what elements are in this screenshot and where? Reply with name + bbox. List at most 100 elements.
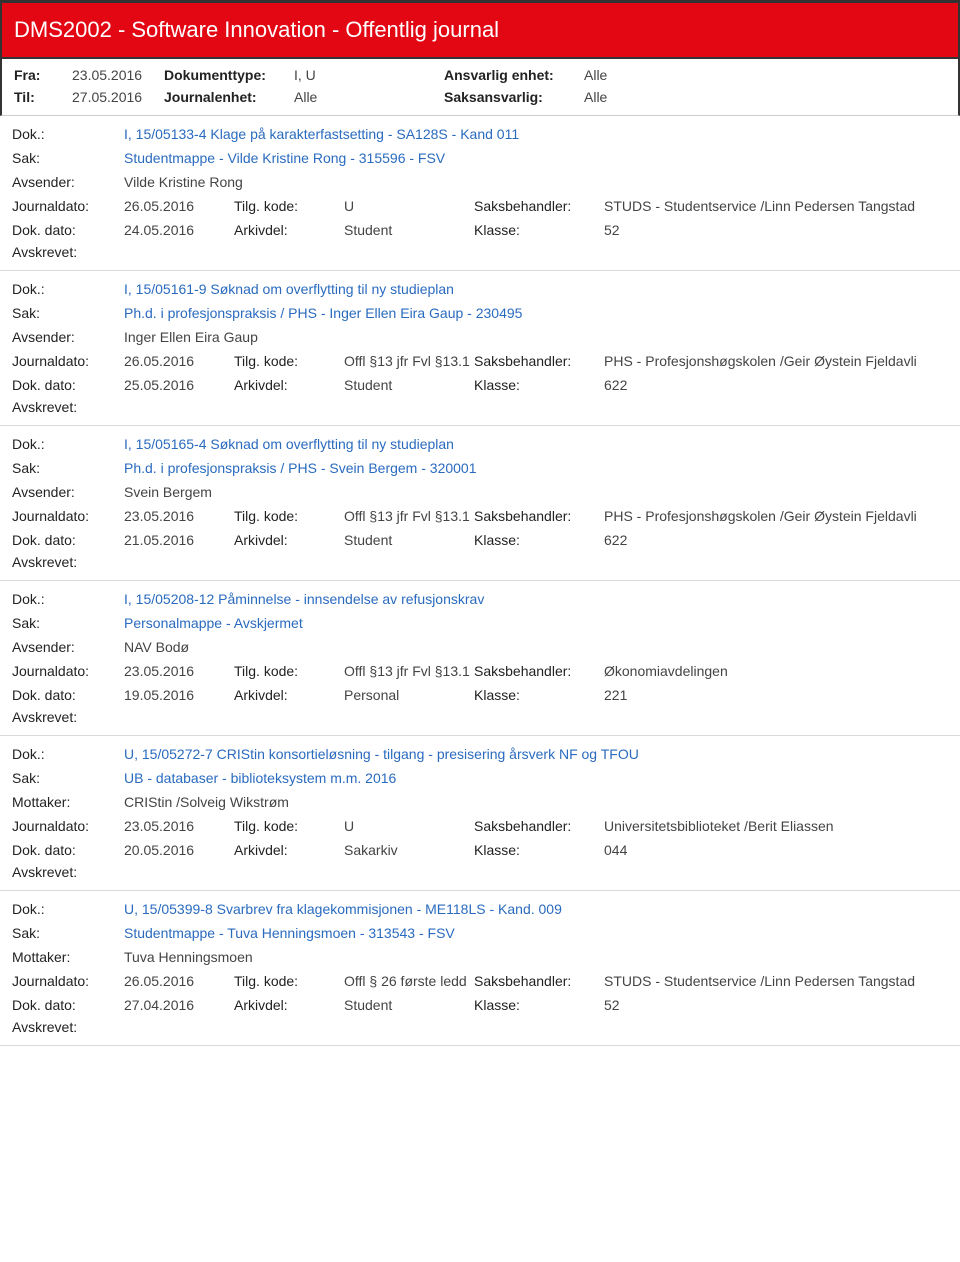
header-banner: DMS2002 - Software Innovation - Offentli… (0, 0, 960, 59)
dokdato-label: Dok. dato: (12, 842, 124, 858)
record: Dok.: U, 15/05399-8 Svarbrev fra klageko… (0, 891, 960, 1046)
meta-ansvarlig-value: Alle (584, 67, 607, 83)
sak-value[interactable]: Studentmappe - Vilde Kristine Rong - 315… (124, 150, 445, 166)
sak-label: Sak: (12, 460, 124, 476)
tilgkode-value: Offl §13 jfr Fvl §13.1 (344, 353, 474, 369)
sak-value[interactable]: Ph.d. i profesjonspraksis / PHS - Svein … (124, 460, 477, 476)
meta-til-label: Til: (14, 89, 62, 105)
sak-value[interactable]: Ph.d. i profesjonspraksis / PHS - Inger … (124, 305, 522, 321)
page-title: DMS2002 - Software Innovation - Offentli… (14, 17, 946, 43)
tilgkode-label: Tilg. kode: (234, 508, 344, 524)
tilgkode-value: Offl §13 jfr Fvl §13.1 (344, 663, 474, 679)
tilgkode-label: Tilg. kode: (234, 198, 344, 214)
saksbehandler-value: PHS - Profesjonshøgskolen /Geir Øystein … (604, 353, 948, 369)
meta-journalenhet-value: Alle (294, 89, 317, 105)
klasse-value: 622 (604, 377, 948, 393)
arkivdel-value: Student (344, 997, 474, 1013)
dok-value[interactable]: I, 15/05208-12 Påminnelse - innsendelse … (124, 591, 484, 607)
party-value: Tuva Henningsmoen (124, 949, 253, 965)
party-value: Svein Bergem (124, 484, 212, 500)
sak-value[interactable]: UB - databaser - biblioteksystem m.m. 20… (124, 770, 396, 786)
record: Dok.: I, 15/05165-4 Søknad om overflytti… (0, 426, 960, 581)
saksbehandler-value: Universitetsbiblioteket /Berit Eliassen (604, 818, 948, 834)
journaldato-value: 26.05.2016 (124, 198, 234, 214)
sak-label: Sak: (12, 770, 124, 786)
arkivdel-label: Arkivdel: (234, 222, 344, 238)
meta-saksansvarlig-label: Saksansvarlig: (444, 89, 574, 105)
arkivdel-value: Sakarkiv (344, 842, 474, 858)
dok-label: Dok.: (12, 591, 124, 607)
tilgkode-label: Tilg. kode: (234, 353, 344, 369)
klasse-value: 52 (604, 222, 948, 238)
party-label: Avsender: (12, 174, 124, 190)
meta-saksansvarlig-value: Alle (584, 89, 607, 105)
arkivdel-label: Arkivdel: (234, 532, 344, 548)
sak-label: Sak: (12, 615, 124, 631)
dok-label: Dok.: (12, 436, 124, 452)
saksbehandler-value: STUDS - Studentservice /Linn Pedersen Ta… (604, 973, 948, 989)
party-label: Mottaker: (12, 949, 124, 965)
arkivdel-value: Student (344, 222, 474, 238)
meta-journalenhet-label: Journalenhet: (164, 89, 284, 105)
saksbehandler-label: Saksbehandler: (474, 508, 604, 524)
meta-doktype-value: I, U (294, 67, 316, 83)
klasse-value: 622 (604, 532, 948, 548)
avskrevet-label: Avskrevet: (12, 399, 948, 415)
journaldato-value: 26.05.2016 (124, 353, 234, 369)
dok-value[interactable]: U, 15/05399-8 Svarbrev fra klagekommisjo… (124, 901, 562, 917)
sak-value[interactable]: Studentmappe - Tuva Henningsmoen - 31354… (124, 925, 455, 941)
journaldato-value: 23.05.2016 (124, 663, 234, 679)
klasse-value: 221 (604, 687, 948, 703)
record: Dok.: U, 15/05272-7 CRIStin konsortieløs… (0, 736, 960, 891)
dok-value[interactable]: I, 15/05161-9 Søknad om overflytting til… (124, 281, 454, 297)
dokdato-value: 27.04.2016 (124, 997, 234, 1013)
party-label: Avsender: (12, 639, 124, 655)
sak-value[interactable]: Personalmappe - Avskjermet (124, 615, 303, 631)
record: Dok.: I, 15/05133-4 Klage på karakterfas… (0, 116, 960, 271)
klasse-value: 52 (604, 997, 948, 1013)
dok-label: Dok.: (12, 901, 124, 917)
klasse-label: Klasse: (474, 687, 604, 703)
sak-label: Sak: (12, 925, 124, 941)
dok-value[interactable]: I, 15/05133-4 Klage på karakterfastsetti… (124, 126, 519, 142)
saksbehandler-value: STUDS - Studentservice /Linn Pedersen Ta… (604, 198, 948, 214)
saksbehandler-value: Økonomiavdelingen (604, 663, 948, 679)
klasse-label: Klasse: (474, 842, 604, 858)
saksbehandler-label: Saksbehandler: (474, 663, 604, 679)
party-label: Avsender: (12, 329, 124, 345)
arkivdel-label: Arkivdel: (234, 687, 344, 703)
saksbehandler-label: Saksbehandler: (474, 353, 604, 369)
dok-label: Dok.: (12, 746, 124, 762)
meta-doktype-label: Dokumenttype: (164, 67, 284, 83)
klasse-label: Klasse: (474, 997, 604, 1013)
journaldato-value: 23.05.2016 (124, 508, 234, 524)
dokdato-value: 24.05.2016 (124, 222, 234, 238)
journaldato-label: Journaldato: (12, 508, 124, 524)
saksbehandler-label: Saksbehandler: (474, 818, 604, 834)
tilgkode-label: Tilg. kode: (234, 973, 344, 989)
arkivdel-label: Arkivdel: (234, 842, 344, 858)
record: Dok.: I, 15/05161-9 Søknad om overflytti… (0, 271, 960, 426)
dokdato-value: 25.05.2016 (124, 377, 234, 393)
sak-label: Sak: (12, 150, 124, 166)
dokdato-label: Dok. dato: (12, 532, 124, 548)
dok-label: Dok.: (12, 126, 124, 142)
dok-value[interactable]: U, 15/05272-7 CRIStin konsortieløsning -… (124, 746, 639, 762)
avskrevet-label: Avskrevet: (12, 244, 948, 260)
dok-value[interactable]: I, 15/05165-4 Søknad om overflytting til… (124, 436, 454, 452)
arkivdel-label: Arkivdel: (234, 377, 344, 393)
arkivdel-label: Arkivdel: (234, 997, 344, 1013)
journaldato-label: Journaldato: (12, 353, 124, 369)
meta-til-value: 27.05.2016 (72, 89, 142, 105)
dok-label: Dok.: (12, 281, 124, 297)
meta-ansvarlig-label: Ansvarlig enhet: (444, 67, 574, 83)
saksbehandler-value: PHS - Profesjonshøgskolen /Geir Øystein … (604, 508, 948, 524)
klasse-label: Klasse: (474, 377, 604, 393)
dokdato-value: 21.05.2016 (124, 532, 234, 548)
party-label: Avsender: (12, 484, 124, 500)
saksbehandler-label: Saksbehandler: (474, 198, 604, 214)
klasse-label: Klasse: (474, 222, 604, 238)
avskrevet-label: Avskrevet: (12, 554, 948, 570)
records-container: Dok.: I, 15/05133-4 Klage på karakterfas… (0, 116, 960, 1046)
tilgkode-value: U (344, 198, 474, 214)
